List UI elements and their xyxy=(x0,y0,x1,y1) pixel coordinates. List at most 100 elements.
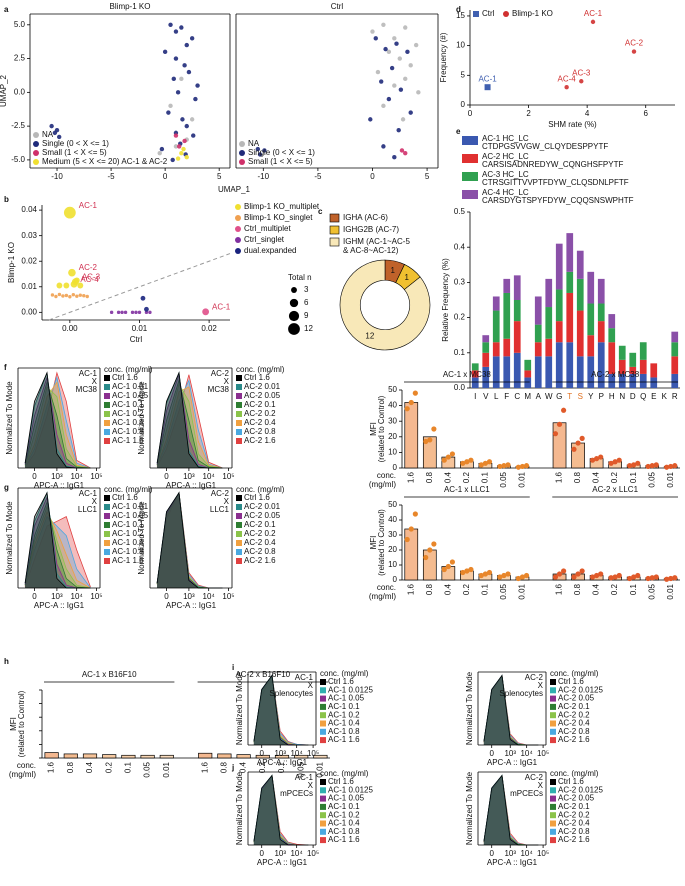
bar-segment xyxy=(524,370,532,378)
x-tick-label: 10⁵ xyxy=(537,749,549,758)
annotation: LLC1 xyxy=(210,505,230,514)
bar xyxy=(121,754,136,759)
x-tick-label: 10⁵ xyxy=(307,749,319,758)
y-tick-label: 15 xyxy=(456,11,465,20)
point xyxy=(184,154,189,160)
x-tick-label: 10⁴ xyxy=(520,749,533,758)
histogram-line xyxy=(24,515,91,589)
legend-label: Single (0 < X <= 1) xyxy=(248,148,315,157)
legend-swatch xyxy=(236,402,242,408)
slice-label: 12 xyxy=(365,332,374,341)
histogram-fill xyxy=(157,492,223,588)
legend-label: AC-2 0.4 xyxy=(558,719,590,728)
histogram-fill xyxy=(25,507,91,588)
point-label: AC-1 xyxy=(212,303,231,312)
histogram-fill xyxy=(157,492,223,588)
x-tick-label: 0.1 xyxy=(277,761,286,773)
y-tick-label: 0.01 xyxy=(21,282,37,291)
replicate-point xyxy=(645,575,651,582)
point xyxy=(78,293,82,297)
legend-label: AC-2 0.0125 xyxy=(558,685,603,694)
point xyxy=(484,84,491,91)
histogram-fill xyxy=(483,675,539,745)
x-tick-label: 10³ xyxy=(51,472,63,481)
histogram-fill xyxy=(253,675,309,745)
bar-segment xyxy=(608,328,616,343)
x-tick-label: 0 xyxy=(164,592,169,601)
x-tick-label: 10⁵ xyxy=(222,592,234,601)
replicate-point xyxy=(635,572,641,579)
replicate-point xyxy=(431,426,437,432)
y-tick-label: 0.0 xyxy=(454,383,466,392)
annotation: Splenocytes xyxy=(499,689,543,698)
point xyxy=(120,310,124,315)
point xyxy=(173,133,179,138)
legend-swatch xyxy=(236,420,242,426)
y-axis-label: (related to Control) xyxy=(377,395,386,462)
annotation: X xyxy=(538,781,544,790)
x-tick-label: 0 xyxy=(259,749,264,758)
x-tick-label: E xyxy=(651,392,656,401)
x-tick-label: 2 xyxy=(526,109,531,118)
histogram-fill xyxy=(253,675,309,745)
replicate-point xyxy=(519,463,526,470)
legend-label: Single (0 < X <= 1) xyxy=(42,139,109,148)
legend-label: AC-1 0.05 xyxy=(328,794,365,803)
y-axis-label: Normalized To Mode xyxy=(5,501,14,575)
legend-label: Ctrl_multiplet xyxy=(244,224,291,233)
point xyxy=(64,293,69,298)
legend-label: AC-1 1.6 xyxy=(112,556,144,565)
legend-swatch xyxy=(320,803,326,810)
bar xyxy=(236,754,251,759)
legend-label: & AC-8~AC-12) xyxy=(343,246,399,255)
x-axis-label: (mg/ml) xyxy=(369,480,396,489)
bar xyxy=(102,754,117,759)
point xyxy=(182,63,187,68)
histogram-fill xyxy=(25,492,91,588)
histogram-line xyxy=(156,374,223,469)
bar-segment xyxy=(471,377,479,388)
bar-segment xyxy=(513,321,521,353)
legend-swatch xyxy=(320,712,326,719)
x-tick-label: 10⁵ xyxy=(90,472,102,481)
x-tick-label: -10 xyxy=(51,172,63,181)
bar-segment xyxy=(513,352,521,388)
legend-label: AC-2 0.8 xyxy=(558,727,590,736)
x-tick-label: 10⁴ xyxy=(290,749,303,758)
legend-label: AC-1 0.2 xyxy=(328,810,360,819)
x-tick-label: 10³ xyxy=(183,592,195,601)
legend-swatch xyxy=(550,828,556,835)
replicate-point xyxy=(468,566,474,573)
replicate-point xyxy=(449,559,456,565)
replicate-point xyxy=(672,463,678,469)
replicate-point xyxy=(552,431,559,437)
x-tick-label: 0 xyxy=(32,592,37,601)
legend-label: IGHM (AC-1~AC-5 xyxy=(343,237,410,246)
x-tick-label: 0.01 xyxy=(518,583,527,599)
legend-label: Blimp-1 KO xyxy=(512,9,553,18)
legend-swatch xyxy=(550,687,556,694)
x-axis-label: APC-A :: IgG1 xyxy=(34,481,85,490)
bar-segment xyxy=(597,278,605,304)
x-tick-label: L xyxy=(494,392,499,401)
point xyxy=(392,154,397,160)
y-tick-label: 5.0 xyxy=(14,20,26,29)
y-tick-label: -2.5 xyxy=(11,121,25,130)
histogram-line xyxy=(24,381,91,469)
bar-segment xyxy=(471,370,479,378)
point xyxy=(189,36,195,41)
bar-segment xyxy=(555,342,563,388)
legend-label: AC-2 0.1 xyxy=(244,400,276,409)
point xyxy=(56,282,63,289)
x-tick-label: 5 xyxy=(425,172,430,181)
panel-label: d xyxy=(456,5,461,14)
x-tick-label: 0.05 xyxy=(296,761,305,777)
panel-label: f xyxy=(4,363,7,372)
bar-segment xyxy=(492,296,500,311)
y-axis-label: Blimp-1 KO xyxy=(7,242,16,283)
point-label: AC-4 xyxy=(80,275,99,284)
legend-label: AC-2 0.0125 xyxy=(558,785,603,794)
legend-swatch xyxy=(550,787,556,794)
annotation: AC-2 xyxy=(525,673,544,682)
x-tick-label: -5 xyxy=(314,172,322,181)
